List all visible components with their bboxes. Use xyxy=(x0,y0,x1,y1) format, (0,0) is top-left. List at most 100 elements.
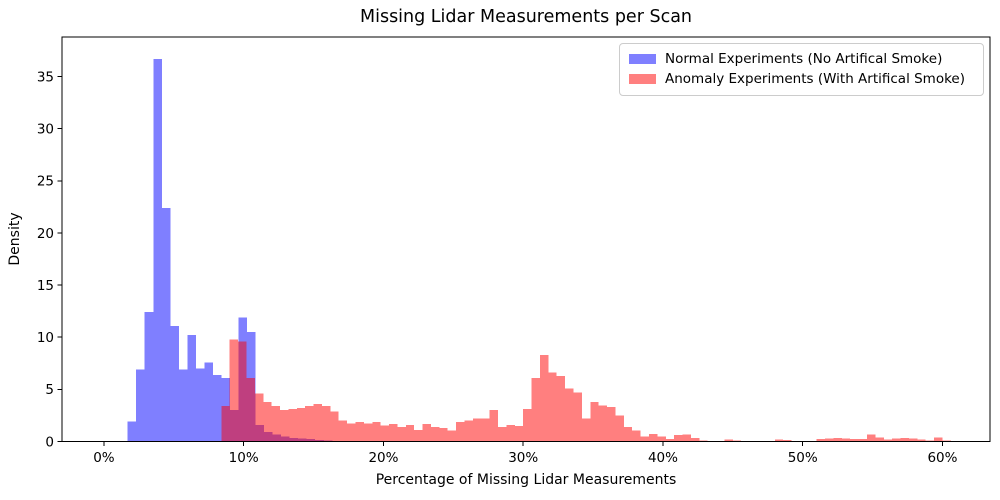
histogram-bar-anomaly xyxy=(363,423,373,442)
histogram-bar-anomaly xyxy=(892,438,901,442)
histogram-bar-anomaly xyxy=(489,410,499,442)
histogram-bar-anomaly xyxy=(942,440,951,442)
y-tick-label: 5 xyxy=(45,382,54,398)
histogram-bar-anomaly xyxy=(573,392,582,442)
y-tick-label: 10 xyxy=(37,330,54,346)
histogram-bar-anomaly xyxy=(598,405,608,442)
histogram-bar-anomaly xyxy=(632,430,641,442)
histogram-bar-anomaly xyxy=(280,410,289,442)
histogram-bar-anomaly xyxy=(263,401,272,442)
histogram-bar-anomaly xyxy=(288,409,297,442)
histogram-bar-anomaly xyxy=(858,438,868,442)
y-tick-label: 30 xyxy=(37,122,54,138)
histogram-bar-anomaly xyxy=(833,437,842,442)
histogram-bar-anomaly xyxy=(414,430,423,442)
x-axis-label: Percentage of Missing Lidar Measurements xyxy=(375,472,677,488)
y-axis-label: Density xyxy=(7,212,23,266)
histogram-bar-anomaly xyxy=(430,426,440,442)
histogram-bar-anomaly xyxy=(313,403,322,442)
y-tick-label: 0 xyxy=(45,434,54,450)
histogram-bar-anomaly xyxy=(774,439,784,442)
histogram-bar-anomaly xyxy=(498,426,507,442)
histogram-bar-anomaly xyxy=(464,420,473,442)
histogram-bar-anomaly xyxy=(900,437,909,442)
histogram-bar-anomaly xyxy=(506,424,515,442)
chart-title: Missing Lidar Measurements per Scan xyxy=(359,7,693,27)
histogram-bar-anomaly xyxy=(439,427,448,442)
histogram-bar-anomaly xyxy=(305,406,314,442)
histogram-bar-normal xyxy=(127,421,137,442)
histogram-bar-anomaly xyxy=(514,425,524,442)
histogram-bar-anomaly xyxy=(380,425,390,442)
x-tick-label: 40% xyxy=(648,450,678,466)
histogram-bar-anomaly xyxy=(825,438,834,442)
histogram-bar-normal xyxy=(153,58,162,442)
histogram-bar-normal xyxy=(170,325,179,442)
x-tick-label: 30% xyxy=(508,450,538,466)
histogram-bar-anomaly xyxy=(447,430,457,442)
histogram-bar-anomaly xyxy=(674,435,683,442)
histogram-bar-anomaly xyxy=(229,339,239,442)
histogram-bar-anomaly xyxy=(607,407,616,442)
y-tick-label: 20 xyxy=(37,226,54,242)
histogram-bar-anomaly xyxy=(648,433,658,442)
histogram-bar-anomaly xyxy=(875,437,884,442)
histogram-bar-anomaly xyxy=(925,440,935,442)
histogram-bar-anomaly xyxy=(682,434,691,442)
legend-label-normal: Normal Experiments (No Artifical Smoke) xyxy=(665,51,943,67)
histogram-bar-anomaly xyxy=(389,423,398,442)
histogram-bar-anomaly xyxy=(372,422,381,442)
histogram-bar-anomaly xyxy=(254,393,264,442)
histogram-bar-normal xyxy=(178,369,188,442)
histogram-bar-anomaly xyxy=(841,438,851,442)
histogram-bar-anomaly xyxy=(883,439,893,442)
y-tick-label: 35 xyxy=(37,69,54,85)
histogram-bar-anomaly xyxy=(456,422,465,442)
histogram-bar-anomaly xyxy=(221,406,230,442)
y-tick-label: 25 xyxy=(37,174,54,190)
histogram-bar-anomaly xyxy=(296,408,306,442)
histogram-bar-anomaly xyxy=(330,411,339,442)
legend-item-normal: Normal Experiments (No Artifical Smoke) xyxy=(629,49,974,69)
histogram-bar-normal xyxy=(204,362,213,442)
x-tick-label: 0% xyxy=(93,450,115,466)
histogram-bar-anomaly xyxy=(347,423,356,442)
histogram-bar-normal xyxy=(136,369,145,442)
histogram-bar-anomaly xyxy=(556,375,566,442)
histogram-bar-anomaly xyxy=(523,409,532,442)
x-tick-label: 50% xyxy=(788,450,818,466)
histogram-bar-anomaly xyxy=(481,418,490,442)
histogram-bar-anomaly xyxy=(732,440,742,442)
histogram-bar-anomaly xyxy=(581,418,591,442)
histogram-bar-anomaly xyxy=(724,439,733,442)
histogram-bar-normal xyxy=(212,374,222,442)
histogram-bar-anomaly xyxy=(271,406,281,442)
histogram-bar-anomaly xyxy=(783,439,792,442)
legend-swatch-anomaly xyxy=(629,74,656,84)
histogram-bar-anomaly xyxy=(867,434,876,442)
histogram-bar-normal xyxy=(195,368,205,442)
histogram-bar-normal xyxy=(144,312,154,442)
plot-frame xyxy=(61,36,991,442)
histogram-bar-anomaly xyxy=(623,426,633,442)
legend: Normal Experiments (No Artifical Smoke) … xyxy=(619,43,984,96)
histogram-bar-anomaly xyxy=(908,438,918,442)
histogram-bar-normal xyxy=(161,207,171,442)
histogram-bar-normal xyxy=(187,335,196,442)
histogram-bar-anomaly xyxy=(355,422,364,442)
histogram-bar-anomaly xyxy=(917,439,926,442)
histogram-bar-anomaly xyxy=(246,377,255,442)
histogram-bar-anomaly xyxy=(565,388,574,442)
histogram-bar-anomaly xyxy=(548,372,557,442)
histogram-bar-anomaly xyxy=(615,415,624,442)
histogram-bar-anomaly xyxy=(657,436,666,442)
histogram-bar-anomaly xyxy=(640,436,649,442)
legend-swatch-normal xyxy=(629,54,656,64)
histogram-bar-anomaly xyxy=(397,426,406,442)
histogram-bar-anomaly xyxy=(850,438,859,442)
histogram-bar-anomaly xyxy=(338,420,348,442)
histogram-bar-anomaly xyxy=(690,437,700,442)
histogram-bar-anomaly xyxy=(531,377,540,442)
histogram-bar-anomaly xyxy=(422,423,431,442)
